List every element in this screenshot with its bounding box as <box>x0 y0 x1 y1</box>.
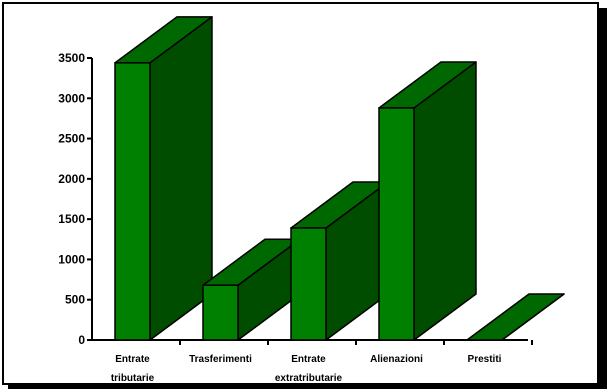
x-label-2-0: Entrate <box>291 354 326 365</box>
y-tick-label-3500: 3500 <box>58 51 85 65</box>
x-label-0-0: Entrate <box>115 354 150 365</box>
y-tick-label-1000: 1000 <box>58 252 85 266</box>
y-tick-label-2500: 2500 <box>58 132 85 146</box>
x-label-0-1: tributarie <box>111 373 155 384</box>
x-label-4-0: Prestiti <box>468 354 502 365</box>
y-tick-label-0: 0 <box>78 333 85 347</box>
x-label-3-0: Alienazioni <box>370 354 423 365</box>
x-label-2-1: extratributarie <box>275 373 343 384</box>
y-tick-label-3000: 3000 <box>58 91 85 105</box>
bar-front-1 <box>202 284 239 341</box>
x-label-1-0: Trasferimenti <box>189 354 252 365</box>
bar-front-3 <box>378 107 415 341</box>
y-tick-label-2000: 2000 <box>58 172 85 186</box>
y-tick-label-500: 500 <box>65 293 85 307</box>
bar-front-2 <box>290 227 327 341</box>
bar-top-4 <box>466 293 565 341</box>
y-tick-label-1500: 1500 <box>58 212 85 226</box>
bar-side-3 <box>413 61 477 341</box>
bar-front-0 <box>114 62 151 341</box>
